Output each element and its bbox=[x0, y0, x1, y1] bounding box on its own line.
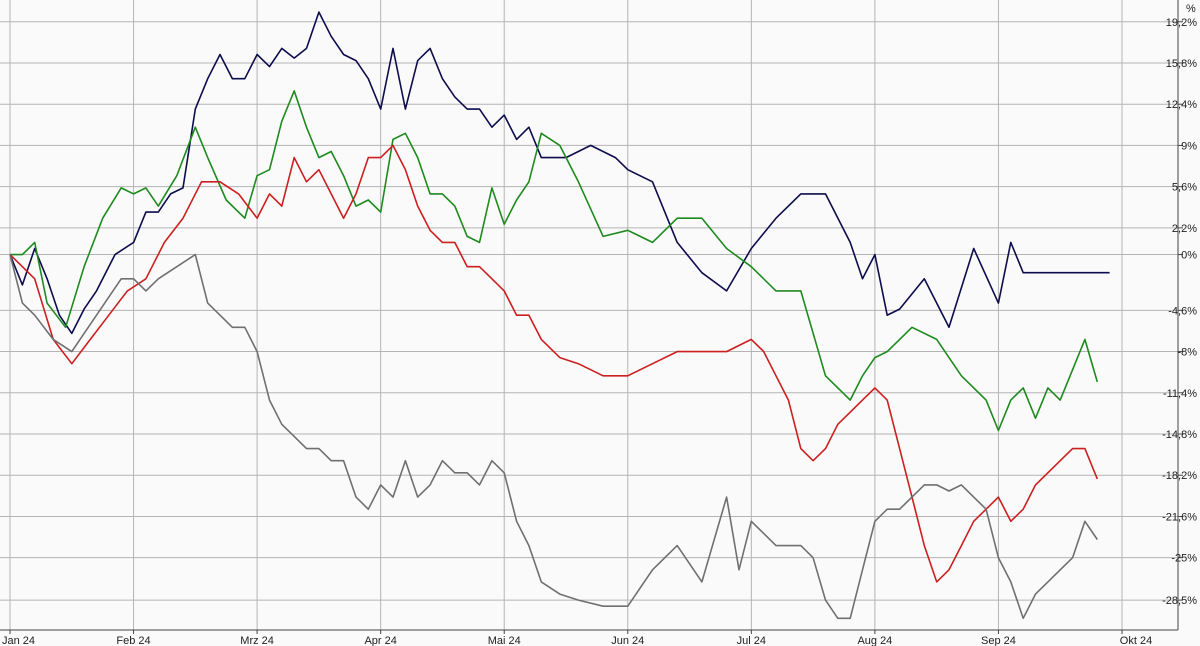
x-tick-label: Jun 24 bbox=[611, 635, 644, 646]
y-tick-label: 2,2% bbox=[1172, 223, 1197, 235]
series-line-1 bbox=[9, 11, 1110, 335]
y-tick-label: 5,6% bbox=[1172, 182, 1197, 194]
y-tick-label: -28,5% bbox=[1162, 595, 1197, 607]
x-tick-label: Mrz 24 bbox=[240, 635, 274, 646]
x-tick-label: Mai 24 bbox=[488, 635, 521, 646]
series-line-3 bbox=[9, 144, 1099, 583]
y-tick-label: 0% bbox=[1181, 250, 1197, 262]
y-tick-label: -14,8% bbox=[1162, 429, 1197, 441]
x-tick-label: Feb 24 bbox=[116, 635, 150, 646]
y-tick-label: -8% bbox=[1177, 347, 1197, 359]
x-tick-label: Jul 24 bbox=[737, 635, 766, 646]
x-tick-label: Sep 24 bbox=[981, 635, 1016, 646]
y-tick-label: -4,6% bbox=[1168, 305, 1197, 317]
y-tick-label: 19,2% bbox=[1166, 17, 1197, 29]
y-tick-label: 9% bbox=[1181, 140, 1197, 152]
y-tick-label: -18,2% bbox=[1162, 470, 1197, 482]
series-lines bbox=[9, 11, 1110, 620]
series-line-2 bbox=[10, 90, 1099, 432]
vertical-grid bbox=[9, 0, 1123, 630]
x-tick-label: Apr 24 bbox=[364, 635, 396, 646]
x-tick-labels: Jan 24 Feb 24 Mrz 24 Apr 24 Mai 24 Jun 24 Jul … bbox=[2, 630, 1152, 646]
y-tick-label: -25% bbox=[1171, 553, 1197, 565]
y-tick-label: -21,6% bbox=[1162, 511, 1197, 523]
y-tick-labels: 19,2% 15,8% 12,4% 9% 5,6% 2,2% 0% -4,6% -8% -11,4… bbox=[1162, 17, 1197, 607]
y-tick-label: 12,4% bbox=[1166, 99, 1197, 111]
x-tick-label: Jan 24 bbox=[2, 635, 35, 646]
y-unit-label: % bbox=[1186, 3, 1196, 15]
x-tick-label: Aug 24 bbox=[857, 635, 892, 646]
y-tick-label: 15,8% bbox=[1166, 58, 1197, 70]
series-line-4 bbox=[9, 253, 1098, 620]
y-tick-label: -11,4% bbox=[1163, 388, 1197, 400]
x-tick-label: Okt 24 bbox=[1120, 635, 1152, 646]
plot-area bbox=[0, 0, 1178, 630]
